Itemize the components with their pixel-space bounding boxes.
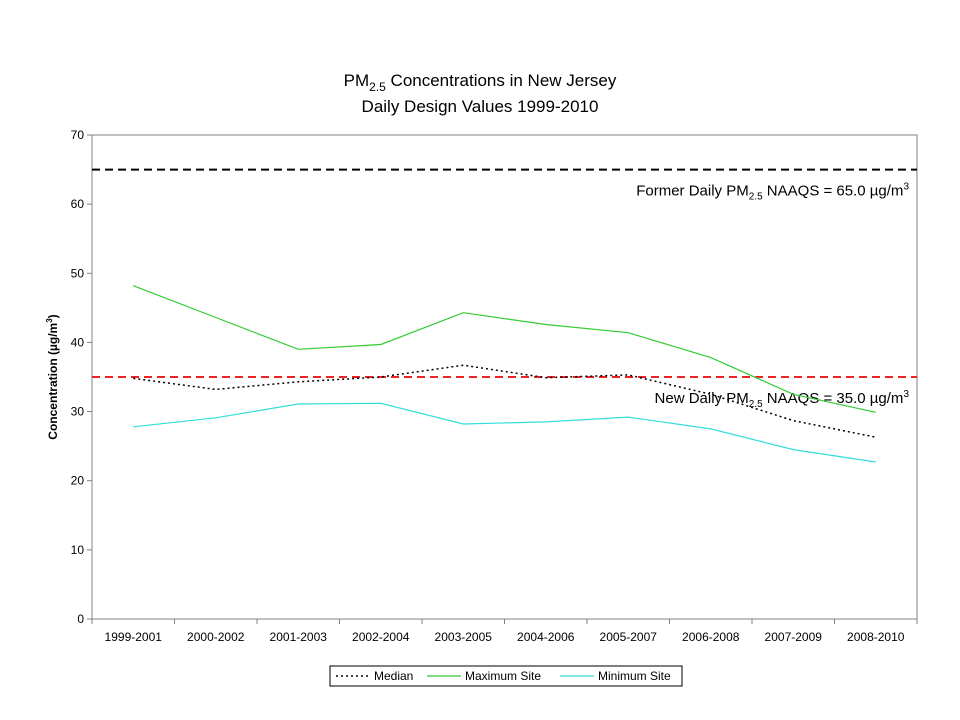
x-tick-label: 2002-2004 xyxy=(352,630,410,644)
chart-title-line2: Daily Design Values 1999-2010 xyxy=(362,97,599,116)
x-tick-label: 2005-2007 xyxy=(600,630,658,644)
y-tick-label: 50 xyxy=(71,266,85,280)
y-axis-title: Concentration (µg/m3) xyxy=(45,314,60,439)
legend-label: Minimum Site xyxy=(598,669,671,683)
x-tick-label: 2006-2008 xyxy=(682,630,740,644)
legend: Median Maximum Site Minimum Site xyxy=(329,665,683,687)
chart-title-line1: PM2.5 Concentrations in New Jersey xyxy=(344,71,617,94)
series-maximum-site xyxy=(133,285,876,413)
new-naaqs-label: New Daily PM2.5 NAAQS = 35.0 µg/m3 xyxy=(655,389,910,410)
y-tick-label: 40 xyxy=(71,335,85,349)
y-tick-label: 70 xyxy=(71,128,85,142)
x-tick-label: 2008-2010 xyxy=(847,630,905,644)
y-tick-label: 60 xyxy=(71,197,85,211)
reference-lines: Former Daily PM2.5 NAAQS = 65.0 µg/m3 New… xyxy=(92,168,917,410)
x-tick-label: 2004-2006 xyxy=(517,630,575,644)
y-axis: 0 10 20 30 40 50 60 70 xyxy=(71,128,92,626)
series-lines xyxy=(133,285,876,463)
x-tick-label: 2001-2003 xyxy=(270,630,328,644)
x-tick-label: 2000-2002 xyxy=(187,630,245,644)
legend-box xyxy=(329,665,683,687)
former-naaqs-label: Former Daily PM2.5 NAAQS = 65.0 µg/m3 xyxy=(636,182,909,203)
x-axis: 1999-2001 2000-2002 2001-2003 2002-2004 2003… xyxy=(91,619,918,644)
series-minimum-site xyxy=(133,402,876,463)
y-tick-label: 10 xyxy=(71,543,85,557)
series-median xyxy=(133,364,876,438)
y-tick-label: 20 xyxy=(71,474,85,488)
x-tick-label: 1999-2001 xyxy=(105,630,163,644)
legend-label: Maximum Site xyxy=(465,669,541,683)
y-tick-label: 0 xyxy=(77,612,84,626)
legend-label: Median xyxy=(374,669,413,683)
x-tick-label: 2003-2005 xyxy=(435,630,493,644)
x-tick-label: 2007-2009 xyxy=(765,630,823,644)
y-tick-label: 30 xyxy=(71,405,85,419)
